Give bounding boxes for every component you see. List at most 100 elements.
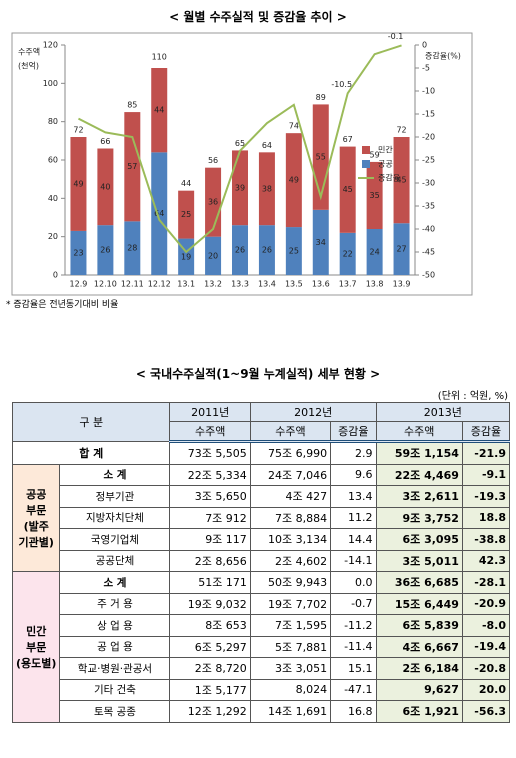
cell: -11.2 (330, 614, 377, 637)
cell: 19조 9,032 (169, 592, 251, 615)
line (78, 44, 402, 254)
row: 민간 부문 (용도별) 소 계 51조 171 50조 9,943 0.0 36조 6,685… (11, 571, 511, 723)
cell: 14.4 (330, 528, 377, 551)
table-title: < 국내수주실적(1~9월 누계실적) 세부 현황 > (135, 367, 381, 381)
y2-tick-label: -5 (422, 64, 430, 73)
segment-label: 27 (396, 245, 406, 254)
cell: 2조 4,602 (249, 549, 332, 572)
cell: 22조 4,469 (375, 463, 463, 486)
cell: 11.2 (330, 506, 377, 529)
segment-label: 26 (262, 246, 272, 255)
x-tick-label: 13.7 (339, 280, 357, 289)
cell: 1조 5,177 (169, 678, 251, 701)
cell: 15.1 (330, 657, 377, 680)
y2-tick-label: -30 (422, 179, 435, 188)
x-tick-label: 12.10 (94, 280, 117, 289)
segment-label: 34 (316, 238, 326, 247)
row: 수주액 수주액 증감율 수주액 증감율 (13, 421, 511, 443)
cell: 15조 6,449 (375, 592, 463, 615)
cell: 2조 6,184 (375, 657, 463, 680)
total-label: 59 (370, 150, 380, 159)
cell: 9.6 (330, 463, 377, 486)
cell: 공공 부문 (발주 기관별) (11, 463, 61, 572)
y2-tick-label: -50 (422, 271, 435, 280)
row: 학교·병원·관공서 2조 8,720 3조 3,051 15.1 2조 6,184 -20… (13, 657, 511, 680)
bar-segment (205, 236, 222, 275)
row: 합 계 73조 5,505 75조 6,990 2.9 59조 1,154 -21.9 (11, 441, 511, 465)
segment-label: 64 (154, 209, 164, 218)
row: 상 업 용 8조 653 7조 1,595 -11.2 6조 5,839 -8.0 (13, 614, 511, 637)
cell: 6조 1,921 (375, 700, 463, 723)
bar-segment (178, 190, 195, 239)
cell: 36조 6,685 (375, 571, 463, 594)
cell: 9조 3,752 (375, 506, 463, 529)
cell: 학교·병원·관공서 (59, 657, 171, 680)
segment-label: 38 (262, 184, 272, 193)
row: 공 업 용 6조 5,297 5조 7,881 -11.4 4조 6,667 -19.4 (13, 635, 511, 658)
cell: 7조 1,595 (249, 614, 332, 637)
cell: -14.1 (330, 549, 377, 572)
segment-label: 49 (73, 179, 83, 188)
cell: -19.3 (461, 485, 511, 508)
cell: 3조 2,611 (375, 485, 463, 508)
cell: -8.0 (461, 614, 511, 637)
y2-tick-label: -40 (422, 225, 435, 234)
bar-segment (232, 150, 248, 226)
chart-title: < 월별 수주실적 및 증감율 추이 > (169, 10, 347, 24)
cell: 59조 1,154 (375, 441, 463, 465)
cell: -19.4 (461, 635, 511, 658)
bar-segment (151, 68, 168, 153)
cell: 합 계 (11, 441, 171, 465)
segment-label: 39 (235, 183, 245, 192)
y2-tick-label: -25 (422, 156, 435, 165)
y2-tick-label: -45 (422, 248, 435, 257)
cell: 73조 5,505 (169, 441, 251, 465)
cell: 2011년 (169, 402, 251, 422)
cell: 5조 7,881 (249, 635, 332, 658)
cell: 수주액 (169, 421, 251, 443)
y-tick-label: 40 (48, 194, 58, 203)
cell: 6조 3,095 (375, 528, 463, 551)
y-tick-label: 100 (43, 79, 58, 88)
segment-label: 45 (343, 185, 353, 194)
segment-label: 26 (235, 246, 245, 255)
total-label: 74 (289, 122, 299, 131)
cell: 10조 3,134 (249, 528, 332, 551)
cell: 2조 8,720 (169, 657, 251, 680)
x-tick-label: 13.2 (204, 280, 222, 289)
x-tick-label: 13.5 (285, 280, 303, 289)
cell: 8,024 (249, 678, 332, 701)
y2-tick-label: -35 (422, 202, 435, 211)
cell: 3조 3,051 (249, 657, 332, 680)
cell: 22조 5,334 (169, 463, 251, 486)
row: 구 분 2011년 2012년 2013년 (11, 402, 511, 442)
bar-segment (258, 225, 275, 275)
bar-segment (97, 148, 114, 226)
y2-axis-label: 증감율(%) (425, 51, 461, 61)
cell: -20.8 (461, 657, 511, 680)
cell: 75조 6,990 (249, 441, 332, 465)
y2-tick-label: -10 (422, 87, 435, 96)
cell: -28.1 (461, 571, 511, 594)
total-label: 64 (262, 141, 272, 150)
segment-label: 35 (370, 191, 380, 200)
bar-segment (124, 221, 141, 275)
row: 정부기관 3조 5,650 4조 427 13.4 3조 2,611 -19.3 (13, 485, 511, 508)
bar-segment (393, 137, 410, 224)
cell: 기타 건축 (59, 678, 171, 701)
y-axis-label: 수주액 (18, 47, 40, 57)
x-tick-label: 12.12 (148, 280, 171, 289)
table: 구 분 2011년 2012년 2013년 수주액 수주액 증감율 수주액 증감율 합 계 73조 … (11, 402, 511, 723)
cell: 20.0 (461, 678, 511, 701)
cell: 공 업 용 (59, 635, 171, 658)
row: 기타 건축 1조 5,177 8,024 -47.1 9,627 20.0 (13, 678, 511, 701)
total-label: 110 (152, 53, 167, 62)
total-label: 67 (343, 135, 353, 144)
legend-swatch (362, 160, 370, 168)
unit: (단위 : 억원, %) (437, 391, 508, 402)
bar-segment (393, 223, 410, 275)
x-tick-label: 13.3 (231, 280, 249, 289)
bar-segment (339, 146, 356, 233)
group-label: 기관별) (18, 535, 54, 549)
group-label: 민간 (26, 624, 47, 638)
